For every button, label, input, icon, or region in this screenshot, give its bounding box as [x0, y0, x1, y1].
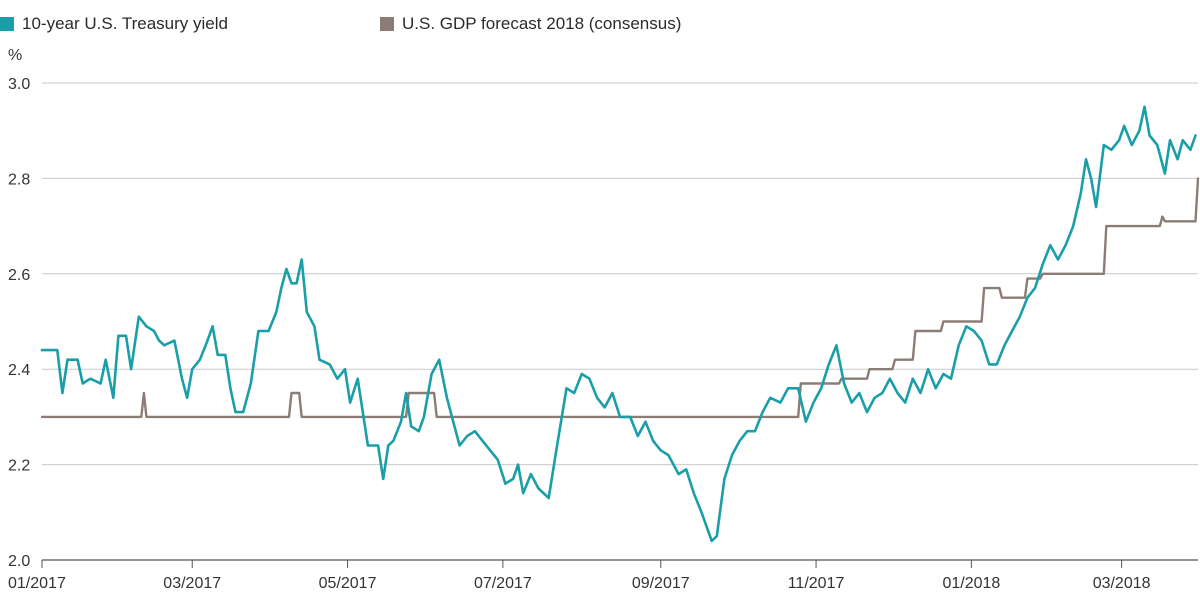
gridlines [42, 82, 1198, 561]
series-line-gdp-forecast [40, 177, 1200, 419]
legend: 10-year U.S. Treasury yield U.S. GDP for… [0, 10, 681, 38]
legend-swatch-gdp [380, 17, 394, 31]
y-tick-label-3.0: 3.0 [8, 76, 30, 93]
series-lines [40, 105, 1200, 543]
x-axis-ticks: 01/2017 03/2017 05/2017 07/2017 09/2017 11/20… [8, 560, 1151, 592]
y-tick-label-2.6: 2.6 [8, 267, 30, 284]
x-tick-label-1: 03/2017 [163, 575, 221, 592]
x-tick-label-2: 05/2017 [319, 575, 377, 592]
x-tick-label-4: 09/2017 [632, 575, 690, 592]
series-line-treasury-yield [40, 105, 1197, 543]
y-tick-label-2.4: 2.4 [8, 362, 30, 379]
y-tick-label-2.2: 2.2 [8, 458, 30, 475]
legend-item-treasury: 10-year U.S. Treasury yield [0, 14, 380, 34]
y-axis-unit: % [8, 47, 22, 64]
y-tick-label-2.0: 2.0 [8, 553, 30, 570]
x-tick-label-6: 01/2018 [942, 575, 1000, 592]
legend-label-gdp: U.S. GDP forecast 2018 (consensus) [402, 14, 682, 33]
y-axis-ticks: 2.0 2.2 2.4 2.6 2.8 3.0 [8, 76, 30, 570]
legend-swatch-treasury [0, 17, 14, 31]
x-tick-label-0: 01/2017 [8, 575, 66, 592]
legend-item-gdp: U.S. GDP forecast 2018 (consensus) [380, 14, 681, 34]
x-tick-label-3: 07/2017 [474, 575, 532, 592]
x-tick-label-7: 03/2018 [1093, 575, 1151, 592]
y-tick-label-2.8: 2.8 [8, 171, 30, 188]
x-tick-label-5: 11/2017 [788, 575, 845, 592]
legend-label-treasury: 10-year U.S. Treasury yield [22, 14, 228, 33]
